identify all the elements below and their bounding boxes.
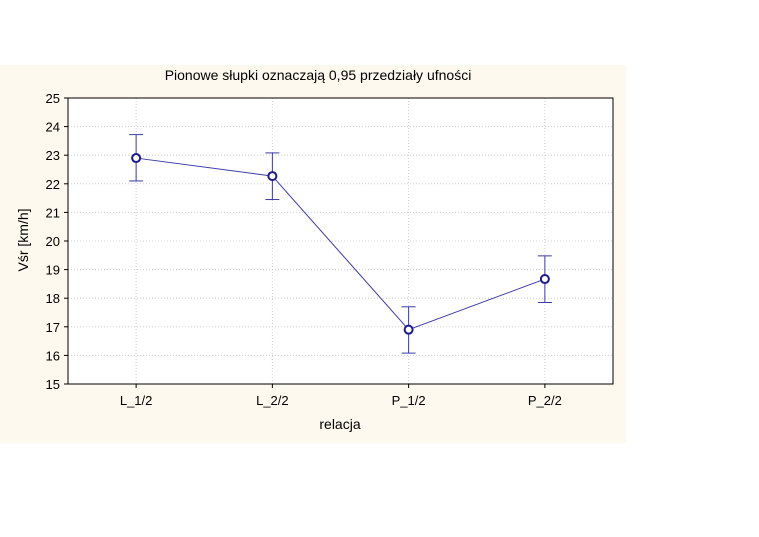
y-tick-label: 20 bbox=[46, 234, 60, 249]
x-tick-label: L_1/2 bbox=[120, 393, 153, 408]
y-tick-label: 24 bbox=[46, 120, 60, 135]
y-tick-label: 22 bbox=[46, 177, 60, 192]
y-tick-label: 18 bbox=[46, 291, 60, 306]
y-tick-label: 17 bbox=[46, 320, 60, 335]
plot-frame bbox=[67, 97, 614, 385]
y-tick-label: 16 bbox=[46, 348, 60, 363]
chart-title: Pionowe słupki oznaczają 0,95 przedziały… bbox=[165, 67, 472, 83]
y-tick-label: 21 bbox=[46, 205, 60, 220]
data-point bbox=[539, 274, 550, 285]
series-line bbox=[136, 157, 546, 331]
y-tick-label: 19 bbox=[46, 263, 60, 278]
y-tick-label: 25 bbox=[46, 91, 60, 106]
x-axis-title: relacja bbox=[319, 416, 360, 432]
y-tick-label: 15 bbox=[46, 377, 60, 392]
data-point bbox=[267, 171, 278, 182]
y-axis-title: Vśr [km/h] bbox=[15, 208, 31, 271]
x-tick-label: L_2/2 bbox=[256, 393, 289, 408]
x-tick-label: P_1/2 bbox=[392, 393, 426, 408]
data-point bbox=[131, 153, 142, 164]
data-point bbox=[403, 324, 414, 335]
x-tick-label: P_2/2 bbox=[528, 393, 562, 408]
y-tick-label: 23 bbox=[46, 148, 60, 163]
